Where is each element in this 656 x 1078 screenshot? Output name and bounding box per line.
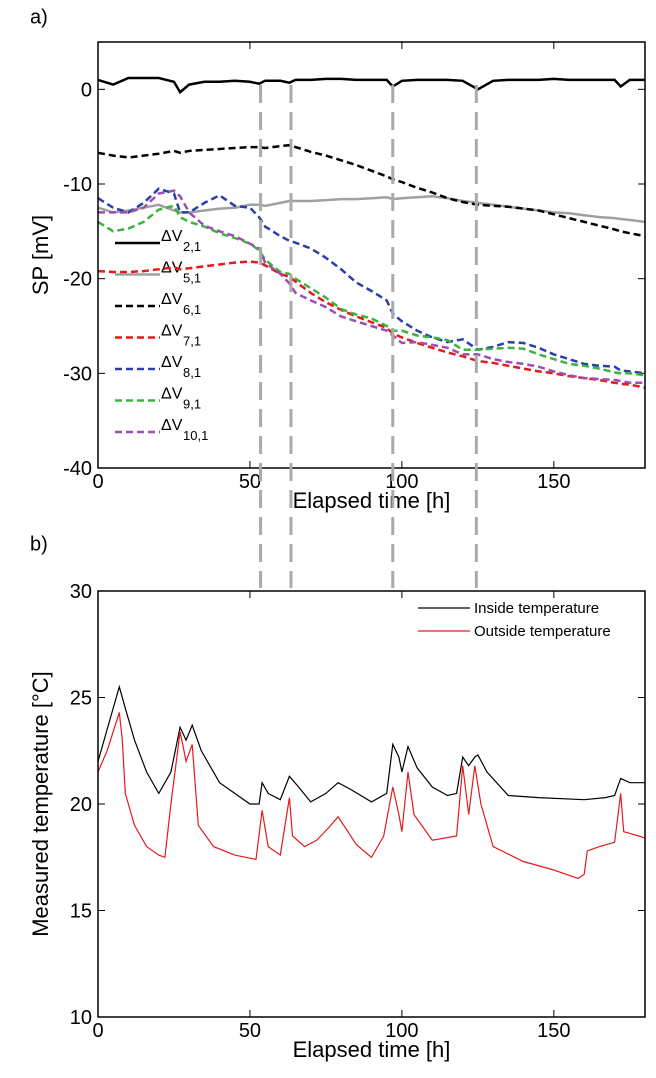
y-tick-label: 10 bbox=[70, 1007, 92, 1029]
y-tick-label: 30 bbox=[70, 581, 92, 603]
x-tick-label: 100 bbox=[385, 1020, 418, 1042]
x-tick-label: 0 bbox=[92, 1020, 103, 1042]
series-line bbox=[98, 204, 645, 377]
panel-label: b) bbox=[30, 533, 48, 555]
legend-label: Inside temperature bbox=[474, 600, 599, 617]
legend-subscript: 9,1 bbox=[183, 397, 201, 412]
x-axis-label: Elapsed time [h] bbox=[293, 488, 451, 513]
legend-label: ΔV bbox=[161, 386, 183, 403]
series-line bbox=[98, 143, 645, 238]
legend-label: ΔV bbox=[161, 228, 183, 245]
x-tick-label: 50 bbox=[239, 1020, 261, 1042]
legend-label: Outside temperature bbox=[474, 623, 611, 640]
legend-label: ΔV bbox=[161, 354, 183, 371]
series-line bbox=[98, 260, 645, 389]
y-tick-label: 25 bbox=[70, 688, 92, 710]
y-axis-label: Measured temperature [°C] bbox=[28, 671, 53, 937]
legend-label: ΔV bbox=[161, 417, 183, 434]
y-axis-label: SP [mV] bbox=[28, 215, 53, 295]
series-line bbox=[98, 684, 645, 805]
legend-label: ΔV bbox=[161, 260, 183, 277]
x-tick-label: 50 bbox=[239, 471, 261, 493]
y-tick-label: -10 bbox=[63, 174, 92, 196]
panel-label: a) bbox=[30, 6, 48, 28]
legend-subscript: 10,1 bbox=[183, 428, 208, 443]
legend-label: ΔV bbox=[161, 291, 183, 308]
x-tick-label: 150 bbox=[537, 471, 570, 493]
series-line bbox=[98, 187, 645, 375]
y-tick-label: -20 bbox=[63, 269, 92, 291]
legend-subscript: 2,1 bbox=[183, 239, 201, 254]
plot-frame bbox=[97, 590, 646, 1018]
series-line bbox=[98, 712, 645, 880]
y-tick-label: -30 bbox=[63, 363, 92, 385]
legend-subscript: 7,1 bbox=[183, 334, 201, 349]
y-tick-label: -40 bbox=[63, 458, 92, 480]
x-axis-label: Elapsed time [h] bbox=[293, 1037, 451, 1062]
plot-frame bbox=[97, 41, 646, 469]
legend-subscript: 8,1 bbox=[183, 365, 201, 380]
x-tick-label: 150 bbox=[537, 1020, 570, 1042]
y-tick-label: 0 bbox=[81, 79, 92, 101]
legend-label: ΔV bbox=[161, 323, 183, 340]
x-tick-label: 0 bbox=[92, 471, 103, 493]
y-tick-label: 15 bbox=[70, 901, 92, 923]
y-tick-label: 20 bbox=[70, 794, 92, 816]
legend-subscript: 5,1 bbox=[183, 271, 201, 286]
series-line bbox=[98, 76, 645, 95]
series-line bbox=[98, 189, 645, 385]
legend-subscript: 6,1 bbox=[183, 302, 201, 317]
